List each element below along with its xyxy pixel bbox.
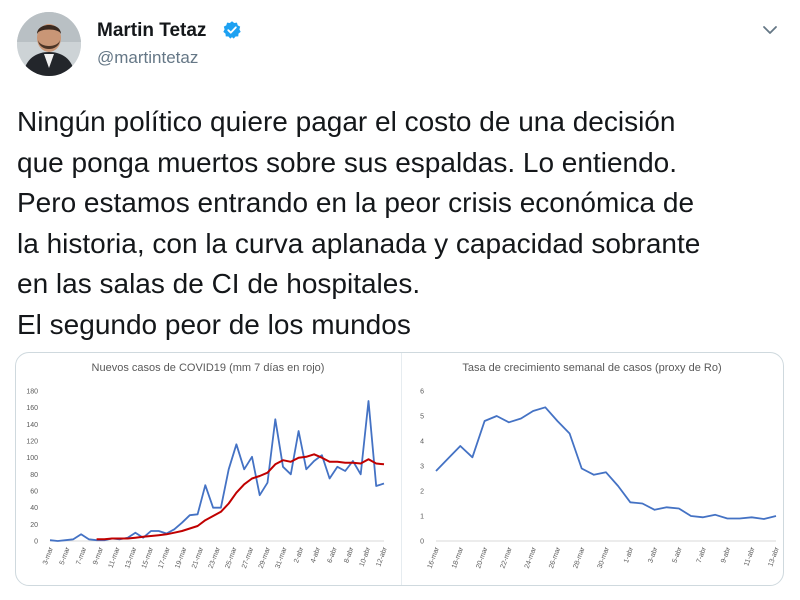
tweet-header: Martin Tetaz @martintetaz [0,0,800,90]
x-tick-label: 20-mar [475,546,489,570]
author-handle[interactable]: @martintetaz [97,48,199,67]
y-tick-label: 100 [26,455,38,462]
tweet-text-line: en las salas de CI de hospitales. [17,268,421,299]
chart-title: Tasa de crecimiento semanal de casos (pr… [462,362,721,374]
x-tick-label: 13-abr [767,546,781,568]
y-tick-label: 40 [30,505,38,512]
y-tick-label: 120 [26,439,38,446]
x-tick-label: 22-mar [500,546,514,570]
x-tick-label: 16-mar [427,546,441,570]
x-tick-label: 17-mar [158,546,172,570]
x-tick-label: 15-mar [141,546,155,570]
x-tick-label: 21-mar [191,546,205,570]
tweet-text-line: El segundo peor de los mundos [17,308,411,340]
chevron-down-icon[interactable] [760,20,780,40]
x-tick-label: 24-mar [524,546,538,570]
series-line-1 [96,453,385,541]
y-tick-label: 0 [420,539,424,546]
tweet-text-line: Ningún político quiere pagar el costo de… [17,106,676,137]
x-tick-label: 29-mar [258,546,272,570]
x-tick-label: 5-abr [672,546,684,564]
x-tick-label: 2-abr [293,546,305,564]
x-tick-label: 4-abr [310,546,322,564]
y-tick-label: 0 [34,539,38,546]
y-tick-label: 4 [420,439,424,446]
x-tick-label: 12-abr [375,546,389,568]
x-tick-label: 30-mar [597,546,611,570]
chart-title: Nuevos casos de COVID19 (mm 7 días en ro… [92,362,325,374]
tweet-text-line: la historia, con la curva aplanada y cap… [17,227,701,259]
y-tick-label: 6 [420,389,424,396]
x-tick-label: 11-abr [743,546,757,568]
avatar[interactable] [17,12,81,76]
x-tick-label: 19-mar [174,546,188,570]
x-tick-label: 1-abr [623,546,635,564]
y-tick-label: 160 [26,405,38,412]
profile-photo [17,12,81,76]
y-tick-label: 3 [420,464,424,471]
series-line-0 [435,406,777,520]
x-tick-label: 13-mar [124,546,138,570]
y-tick-label: 2 [420,489,424,496]
x-tick-label: 9-mar [92,546,105,566]
x-tick-label: 31-mar [275,546,289,570]
y-tick-label: 5 [420,414,424,421]
x-tick-label: 7-mar [75,546,88,566]
x-tick-label: 6-abr [327,546,339,564]
x-tick-label: 9-abr [720,546,732,564]
chart-new-cases: Nuevos casos de COVID19 (mm 7 días en ro… [26,362,389,570]
y-tick-label: 20 [30,522,38,529]
tweet-text: Ningún político quiere pagar el costo de… [17,102,787,345]
chart-divider [401,353,402,585]
x-tick-label: 11-mar [108,546,122,569]
y-tick-label: 1 [420,514,424,521]
y-tick-label: 80 [30,472,38,479]
verified-badge-icon [223,21,241,39]
y-tick-label: 60 [30,489,38,496]
x-tick-label: 23-mar [208,546,222,570]
author-name[interactable]: Martin Tetaz [97,20,207,41]
tweet-text-line: Pero estamos entrando en la peor crisis … [17,187,695,218]
x-tick-label: 7-abr [696,546,708,564]
tweet-media-image[interactable]: Nuevos casos de COVID19 (mm 7 días en ro… [15,352,784,586]
y-tick-label: 140 [26,422,38,429]
x-tick-label: 26-mar [548,546,562,570]
x-tick-label: 5-mar [59,546,72,566]
x-tick-label: 25-mar [224,546,238,570]
y-tick-label: 180 [26,389,38,396]
x-tick-label: 28-mar [572,546,586,570]
x-tick-label: 18-mar [451,546,465,570]
x-tick-label: 8-abr [343,546,355,564]
x-tick-label: 3-abr [647,546,659,564]
tweet-text-line: que ponga muertos sobre sus espaldas. Lo… [17,146,678,178]
series-line-0 [49,400,385,542]
chart-growth-rate: Tasa de crecimiento semanal de casos (pr… [420,362,781,570]
x-tick-label: 10-abr [359,546,373,568]
x-tick-label: 27-mar [241,546,255,570]
x-tick-label: 3-mar [42,546,55,566]
